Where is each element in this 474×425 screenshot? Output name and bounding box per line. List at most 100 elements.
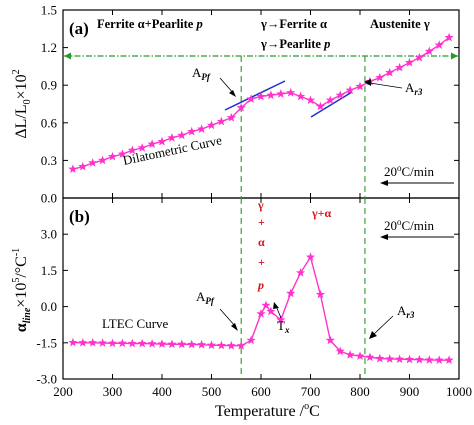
annotation-a-r3: Ar3	[405, 80, 423, 97]
red-label-gamma: γ	[257, 198, 264, 212]
y-tick-label: -3.0	[36, 372, 57, 387]
annotation-b-pf-arrowhead	[231, 323, 238, 331]
annotation-a-r3-pointer	[369, 82, 403, 89]
data-point	[385, 354, 395, 363]
heating-rate-b-arrowhead	[380, 234, 388, 240]
annotation-tx-arrowhead	[273, 302, 279, 309]
phase-label-ferrite-pearlite: Ferrite α+Pearlite p	[97, 17, 203, 31]
data-point	[345, 85, 355, 95]
y-tick-label: 3.0	[41, 227, 57, 242]
heating-rate-a: 20oC/min	[384, 163, 435, 179]
data-point	[325, 95, 335, 105]
data-point	[197, 339, 207, 349]
data-point	[286, 288, 296, 298]
data-point	[88, 158, 98, 167]
data-point	[365, 352, 375, 362]
data-point	[206, 340, 217, 350]
data-point	[107, 338, 118, 348]
data-point	[404, 57, 415, 67]
red-label-p: p	[257, 278, 264, 292]
annotation-a-pf-arrowhead	[229, 90, 236, 97]
data-point	[286, 87, 296, 97]
data-point	[197, 124, 207, 133]
data-point	[236, 102, 246, 112]
data-point	[98, 338, 108, 347]
y-tick-label: 1.5	[41, 3, 57, 18]
data-point	[216, 116, 226, 126]
data-point	[216, 340, 226, 350]
annotation-b-pf-pointer	[219, 308, 236, 327]
data-point	[404, 354, 415, 364]
y-tick-label: 1.5	[41, 263, 57, 278]
red-label-plus-2: +	[258, 255, 265, 269]
x-tick-label: 400	[152, 384, 172, 399]
data-point	[177, 130, 187, 140]
data-point	[127, 338, 137, 348]
axes: 0.0 0.3 0.6 0.9 1.2 1.5 200 300 400 500 600 700 800 9…	[36, 3, 472, 400]
data-point	[68, 337, 78, 347]
y-tick-label: -1.5	[36, 335, 57, 350]
data-point	[345, 350, 355, 359]
data-point	[78, 161, 88, 171]
data-point	[78, 338, 88, 347]
x-tick-label: 200	[53, 384, 73, 399]
data-point	[137, 143, 147, 152]
data-point	[226, 340, 236, 350]
data-point	[256, 309, 266, 318]
data-point	[335, 90, 345, 100]
red-label-gamma-alpha: γ+α	[311, 206, 331, 220]
x-tick-label: 900	[400, 384, 420, 399]
curve-label-ltec: LTEC Curve	[102, 316, 169, 331]
data-point	[117, 149, 127, 159]
data-point	[68, 164, 78, 174]
data-point	[127, 145, 137, 155]
x-tick-label: 1000	[446, 384, 472, 399]
data-point	[246, 335, 256, 345]
annotation-tx: Tx	[277, 318, 290, 335]
annotation-b-r3-arrowhead	[369, 331, 377, 339]
data-point	[266, 90, 276, 100]
data-point	[98, 155, 108, 165]
panel-label-b: (b)	[69, 207, 90, 226]
annotation-a-r3-arrowhead	[364, 79, 371, 86]
data-point	[266, 306, 276, 316]
x-tick-label: 300	[103, 384, 123, 399]
annotation-b-r3-pointer	[373, 315, 394, 335]
red-label-alpha: α	[258, 235, 265, 249]
data-point	[444, 355, 454, 365]
data-point	[147, 338, 157, 348]
data-point	[325, 335, 335, 345]
y-tick-label: 0.3	[41, 153, 57, 168]
data-point	[444, 32, 454, 42]
data-point	[167, 339, 177, 349]
data-point	[296, 268, 306, 277]
phase-label-gamma-ferrite: γ→Ferrite α	[260, 17, 327, 31]
x-tick-label: 600	[251, 384, 271, 399]
x-tick-label: 700	[301, 384, 321, 399]
x-axis-label: Temperature /oC	[215, 401, 320, 420]
y-tick-label: 0.0	[41, 191, 57, 206]
data-point	[305, 252, 316, 262]
y-tick-label: 1.2	[41, 40, 57, 55]
phase-label-gamma-pearlite: γ→Pearlite p	[260, 37, 330, 51]
data-point	[256, 91, 266, 101]
data-point	[375, 72, 385, 82]
data-point	[414, 354, 424, 364]
data-point	[246, 94, 256, 103]
data-point	[355, 351, 365, 360]
x-tick-label: 500	[202, 384, 222, 399]
data-point	[434, 355, 444, 365]
tangent-line-pf	[224, 80, 286, 111]
data-point	[187, 339, 197, 349]
panel-label-a: (a)	[69, 19, 89, 38]
data-point	[375, 353, 385, 363]
data-point	[424, 46, 434, 56]
heating-rate-a-arrowhead	[380, 180, 388, 186]
data-point	[305, 95, 316, 105]
annotation-b-r3: Ar3	[397, 303, 415, 320]
data-point	[315, 101, 325, 111]
data-point	[276, 315, 286, 324]
transition-lines	[240, 56, 366, 379]
data-point	[226, 112, 236, 122]
